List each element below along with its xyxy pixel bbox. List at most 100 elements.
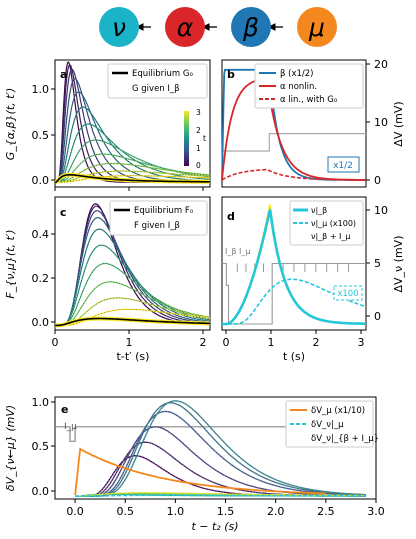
node-beta [231, 7, 271, 47]
chain-diagram: ν α β μ [99, 7, 337, 47]
y-tick-label: 1.0 [32, 83, 50, 96]
y-axis-label: G_{α,β}(t, t′) [4, 88, 17, 161]
x-tick-label: 2 [200, 336, 207, 349]
legend-label: δV_μ (x1/10) [311, 406, 365, 416]
x-axis-label: t (s) [283, 350, 305, 363]
y-axis-label: ΔV (mV) [392, 101, 405, 146]
panel-c: c 0.0 0.2 0.4 0 1 2 t-t′ (s) F_{ν,μ}(t, … [4, 196, 211, 363]
dv-nu-fit [75, 402, 367, 497]
colorbar-tick: 0 [196, 161, 201, 170]
x-tick-label: 0.0 [66, 505, 84, 518]
y-tick-label: 10 [374, 116, 388, 129]
current-pulse [55, 426, 361, 442]
dv-mu-curve [74, 447, 326, 496]
y-tick-label: 0.0 [32, 485, 50, 498]
x-tick-label: 0 [52, 336, 59, 349]
g-curve-fit [55, 175, 211, 183]
f-curve-fit [55, 309, 211, 326]
current-trace [222, 262, 366, 325]
nu-beta-curve [222, 208, 366, 326]
dv-nu-fit [75, 455, 366, 497]
plot-frame [54, 396, 377, 500]
g-curve [55, 139, 211, 183]
legend-label: δV_ν|_{β + I_μ} [311, 434, 379, 444]
plot-frame [54, 59, 211, 188]
y-tick-label: 5 [374, 257, 381, 270]
y-tick-label: 10 [374, 204, 388, 217]
legend-label: α nonlin. [280, 82, 317, 92]
node-label: ν [112, 13, 126, 42]
scale-badge [333, 285, 363, 301]
dv-nu-curve [75, 455, 366, 497]
x-axis-label: t-t′ (s) [117, 350, 150, 363]
y-tick-label: 0 [374, 310, 381, 323]
x-tick-label: 0 [223, 336, 230, 349]
panel-letter: e [61, 403, 68, 416]
legend [289, 200, 364, 246]
plot-frame [54, 196, 211, 331]
node-nu [99, 7, 139, 47]
y-axis-label: δV_{ν←μ} (mV) [4, 405, 17, 491]
x-tick-label: 2 [313, 336, 320, 349]
panel-letter: b [227, 68, 235, 81]
legend-label: ν|_β [311, 206, 327, 215]
panel-e: e I_μ 0.0 0.5 1.0 0.0 0.5 1.0 1.5 2.0 2.5 3.0 … [4, 396, 385, 533]
legend [109, 200, 208, 236]
panel-b: b 0 10 20 ΔV (mV) β (x1/2) α nonlin. α l… [221, 58, 405, 188]
x-tick-label: 1.5 [217, 505, 235, 518]
x-tick-label: 1.0 [167, 505, 185, 518]
colorbar-tick: 3 [196, 108, 201, 117]
panel-letter: c [60, 206, 67, 219]
g-curve-fit [55, 61, 210, 183]
colorbar-label: t [203, 134, 206, 143]
x-tick-label: 3.0 [367, 505, 385, 518]
x-tick-label: 2.5 [317, 505, 335, 518]
node-alpha [165, 7, 205, 47]
x-tick-label: 0.5 [116, 505, 134, 518]
legend-label: F given I_β [134, 221, 180, 231]
f0-curve [55, 317, 210, 327]
scale-badge-label: x100 [337, 289, 358, 299]
scale-badge-label: x1/2 [333, 161, 353, 171]
current-annotation: I_μ [64, 422, 77, 432]
g-curve-fit [55, 170, 210, 183]
y-axis-label: F_{ν,μ}(t, t′) [4, 229, 17, 298]
colorbar-tick: 2 [196, 126, 201, 135]
f-curve-fit [55, 281, 211, 326]
current-annotation: I_β I_μ [225, 247, 250, 256]
y-tick-label: 20 [374, 58, 388, 71]
current-pulse [222, 133, 366, 152]
x-axis-label: t − t₂ (s) [191, 520, 238, 533]
x-tick-label: 1 [268, 336, 275, 349]
legend-label: Equilibrium F₀ [134, 206, 194, 216]
f-curve [55, 228, 211, 326]
legend-label: ν|_β + I_μ [311, 232, 351, 241]
dv-nu-fit [75, 400, 367, 497]
f-curve-fit [55, 210, 211, 326]
panel-letter: a [60, 68, 67, 81]
legend-label: Equilibrium G₀ [132, 69, 193, 79]
node-label: μ [308, 13, 325, 42]
node-mu [297, 7, 337, 47]
g-curve-fit [55, 163, 211, 183]
colorbar-tick: 1 [196, 144, 201, 153]
legend [285, 400, 374, 448]
legend [107, 63, 208, 99]
colorbar [184, 111, 189, 166]
y-tick-label: 0.5 [32, 440, 50, 453]
dv-nu-mu-curve [75, 494, 366, 497]
legend-label: α lin., with G₀ [280, 95, 338, 105]
f-curve [55, 297, 211, 326]
x-tick-label: 2.0 [267, 505, 285, 518]
scale-badge [327, 156, 360, 173]
panel-letter: d [227, 210, 235, 223]
y-tick-label: 0.0 [32, 316, 50, 329]
g0-curve [54, 174, 210, 184]
legend [254, 63, 364, 109]
legend-label: δV_ν|_μ [311, 420, 344, 430]
node-label: α [177, 13, 194, 42]
alpha-lin-curve [221, 168, 366, 181]
nu-mu-curve [222, 278, 367, 325]
y-tick-label: 0.4 [32, 228, 50, 241]
